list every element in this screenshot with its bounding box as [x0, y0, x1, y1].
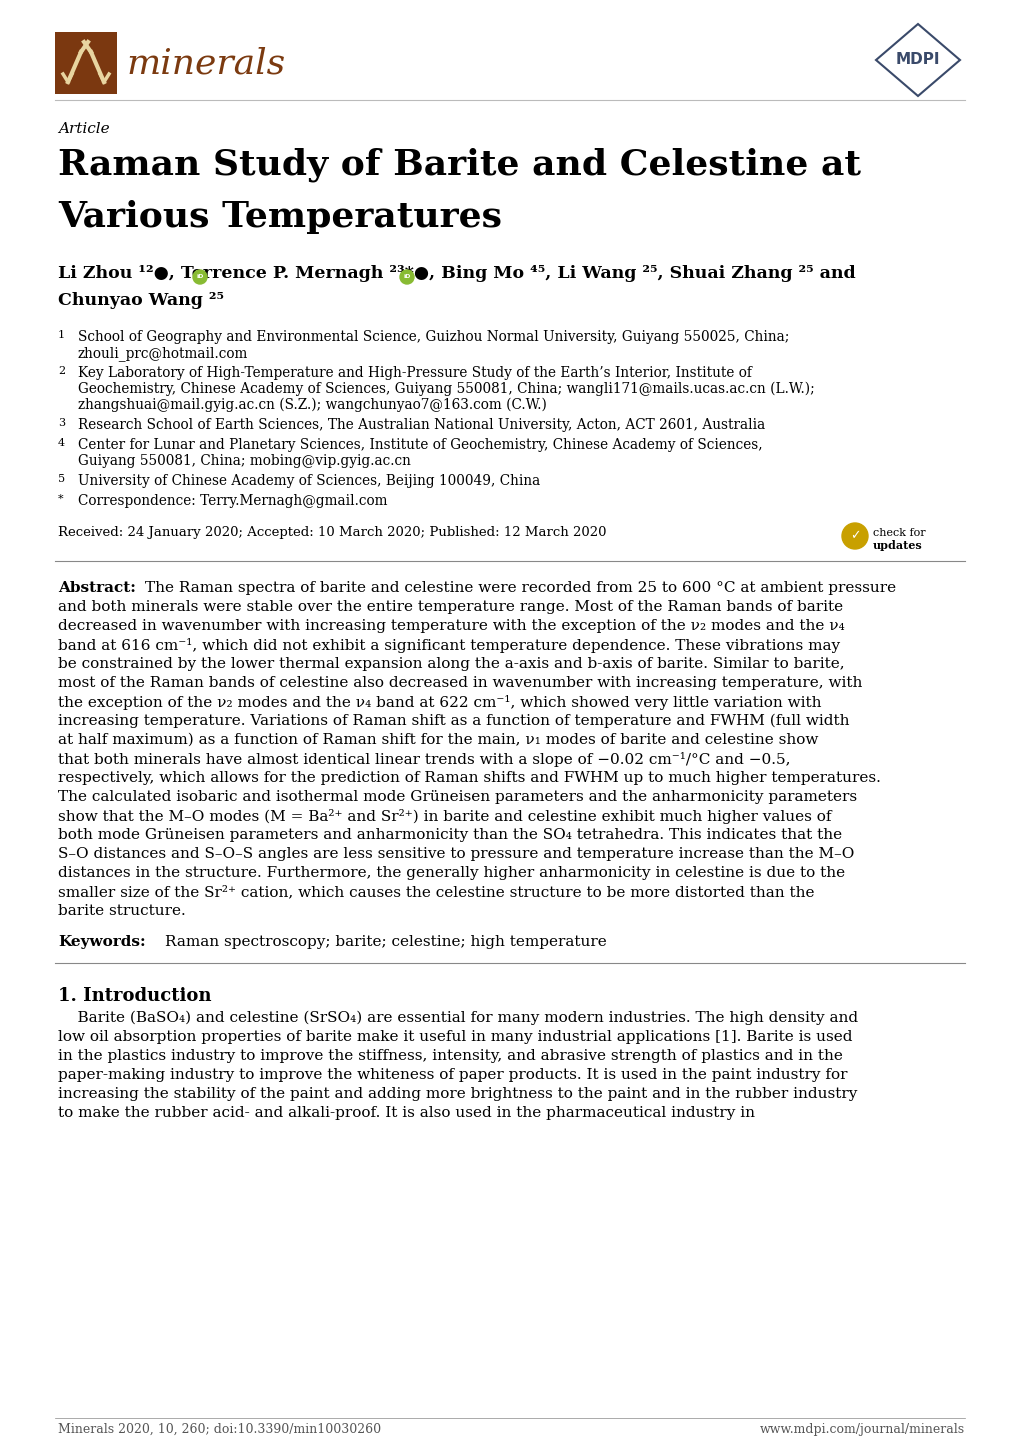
Text: The Raman spectra of barite and celestine were recorded from 25 to 600 °C at amb: The Raman spectra of barite and celestin… — [145, 581, 896, 596]
Text: S–O distances and S–O–S angles are less sensitive to pressure and temperature in: S–O distances and S–O–S angles are less … — [58, 846, 854, 861]
Text: Raman Study of Barite and Celestine at: Raman Study of Barite and Celestine at — [58, 149, 860, 183]
Text: smaller size of the Sr²⁺ cation, which causes the celestine structure to be more: smaller size of the Sr²⁺ cation, which c… — [58, 885, 814, 898]
Text: 1. Introduction: 1. Introduction — [58, 986, 211, 1005]
Text: The calculated isobaric and isothermal mode Grüneisen parameters and the anharmo: The calculated isobaric and isothermal m… — [58, 790, 856, 805]
Text: Chunyao Wang ²⁵: Chunyao Wang ²⁵ — [58, 291, 224, 309]
Text: paper-making industry to improve the whiteness of paper products. It is used in : paper-making industry to improve the whi… — [58, 1069, 847, 1082]
Text: Geochemistry, Chinese Academy of Sciences, Guiyang 550081, China; wangli171@mail: Geochemistry, Chinese Academy of Science… — [77, 382, 814, 397]
Text: Received: 24 January 2020; Accepted: 10 March 2020; Published: 12 March 2020: Received: 24 January 2020; Accepted: 10 … — [58, 526, 606, 539]
Text: 2: 2 — [58, 366, 65, 376]
Text: decreased in wavenumber with increasing temperature with the exception of the ν₂: decreased in wavenumber with increasing … — [58, 619, 844, 633]
Text: distances in the structure. Furthermore, the generally higher anharmonicity in c: distances in the structure. Furthermore,… — [58, 867, 845, 880]
Text: Raman spectroscopy; barite; celestine; high temperature: Raman spectroscopy; barite; celestine; h… — [165, 934, 606, 949]
Text: 5: 5 — [58, 474, 65, 485]
Text: Correspondence: Terry.Mernagh@gmail.com: Correspondence: Terry.Mernagh@gmail.com — [77, 495, 387, 508]
FancyBboxPatch shape — [55, 32, 117, 94]
Text: iD: iD — [196, 274, 204, 280]
Text: zhouli_prc@hotmail.com: zhouli_prc@hotmail.com — [77, 346, 249, 360]
Text: zhangshuai@mail.gyig.ac.cn (S.Z.); wangchunyao7@163.com (C.W.): zhangshuai@mail.gyig.ac.cn (S.Z.); wangc… — [77, 398, 546, 412]
Text: be constrained by the lower thermal expansion along the a-axis and b-axis of bar: be constrained by the lower thermal expa… — [58, 658, 844, 671]
Text: and both minerals were stable over the entire temperature range. Most of the Ram: and both minerals were stable over the e… — [58, 600, 843, 614]
Circle shape — [193, 270, 207, 284]
Text: Research School of Earth Sciences, The Australian National University, Acton, AC: Research School of Earth Sciences, The A… — [77, 418, 764, 433]
Text: both mode Grüneisen parameters and anharmonicity than the SO₄ tetrahedra. This i: both mode Grüneisen parameters and anhar… — [58, 828, 842, 842]
Text: *: * — [58, 495, 63, 505]
Text: that both minerals have almost identical linear trends with a slope of −0.02 cm⁻: that both minerals have almost identical… — [58, 751, 790, 767]
Circle shape — [841, 523, 867, 549]
Text: show that the M–O modes (M = Ba²⁺ and Sr²⁺) in barite and celestine exhibit much: show that the M–O modes (M = Ba²⁺ and Sr… — [58, 809, 830, 823]
Text: updates: updates — [872, 539, 922, 551]
Text: University of Chinese Academy of Sciences, Beijing 100049, China: University of Chinese Academy of Science… — [77, 474, 540, 487]
Text: to make the rubber acid- and alkali-proof. It is also used in the pharmaceutical: to make the rubber acid- and alkali-proo… — [58, 1106, 754, 1120]
Text: 3: 3 — [58, 418, 65, 428]
Text: Li Zhou ¹²●, Terrence P. Mernagh ²³*●, Bing Mo ⁴⁵, Li Wang ²⁵, Shuai Zhang ²⁵ an: Li Zhou ¹²●, Terrence P. Mernagh ²³*●, B… — [58, 265, 855, 283]
Text: respectively, which allows for the prediction of Raman shifts and FWHM up to muc: respectively, which allows for the predi… — [58, 771, 880, 784]
Text: band at 616 cm⁻¹, which did not exhibit a significant temperature dependence. Th: band at 616 cm⁻¹, which did not exhibit … — [58, 637, 840, 653]
Text: barite structure.: barite structure. — [58, 904, 185, 919]
Text: Article: Article — [58, 123, 109, 136]
Text: Minerals 2020, 10, 260; doi:10.3390/min10030260: Minerals 2020, 10, 260; doi:10.3390/min1… — [58, 1423, 381, 1436]
Text: School of Geography and Environmental Science, Guizhou Normal University, Guiyan: School of Geography and Environmental Sc… — [77, 330, 789, 345]
Text: Abstract:: Abstract: — [58, 581, 136, 596]
Text: 1: 1 — [58, 330, 65, 340]
Text: in the plastics industry to improve the stiffness, intensity, and abrasive stren: in the plastics industry to improve the … — [58, 1048, 842, 1063]
Text: most of the Raman bands of celestine also decreased in wavenumber with increasin: most of the Raman bands of celestine als… — [58, 676, 861, 691]
Text: Keywords:: Keywords: — [58, 934, 146, 949]
Text: the exception of the ν₂ modes and the ν₄ band at 622 cm⁻¹, which showed very lit: the exception of the ν₂ modes and the ν₄… — [58, 695, 820, 709]
Text: low oil absorption properties of barite make it useful in many industrial applic: low oil absorption properties of barite … — [58, 1030, 852, 1044]
Text: 4: 4 — [58, 438, 65, 448]
Text: iD: iD — [403, 274, 411, 280]
Text: at half maximum) as a function of Raman shift for the main, ν₁ modes of barite a: at half maximum) as a function of Raman … — [58, 733, 817, 747]
Text: Key Laboratory of High-Temperature and High-Pressure Study of the Earth’s Interi: Key Laboratory of High-Temperature and H… — [77, 366, 751, 381]
Text: check for: check for — [872, 528, 924, 538]
Text: increasing the stability of the paint and adding more brightness to the paint an: increasing the stability of the paint an… — [58, 1087, 857, 1102]
Text: ✓: ✓ — [849, 529, 859, 542]
Text: Center for Lunar and Planetary Sciences, Institute of Geochemistry, Chinese Acad: Center for Lunar and Planetary Sciences,… — [77, 438, 762, 451]
Circle shape — [399, 270, 414, 284]
Text: Various Temperatures: Various Temperatures — [58, 200, 501, 234]
Text: www.mdpi.com/journal/minerals: www.mdpi.com/journal/minerals — [759, 1423, 964, 1436]
Text: minerals: minerals — [126, 46, 285, 79]
Text: Barite (BaSO₄) and celestine (SrSO₄) are essential for many modern industries. T: Barite (BaSO₄) and celestine (SrSO₄) are… — [58, 1011, 857, 1025]
Text: MDPI: MDPI — [895, 52, 940, 68]
Text: Guiyang 550081, China; mobing@vip.gyig.ac.cn: Guiyang 550081, China; mobing@vip.gyig.a… — [77, 454, 411, 469]
Text: increasing temperature. Variations of Raman shift as a function of temperature a: increasing temperature. Variations of Ra… — [58, 714, 849, 728]
